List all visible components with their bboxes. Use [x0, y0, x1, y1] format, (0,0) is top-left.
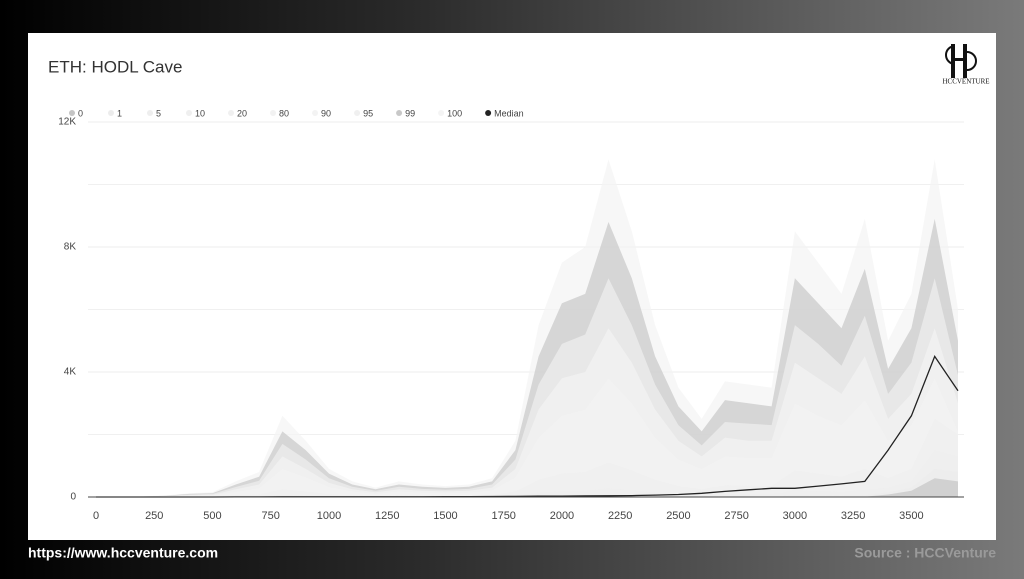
x-tick-label: 2250	[608, 510, 632, 522]
x-tick-label: 1750	[491, 510, 515, 522]
legend-marker	[396, 110, 403, 116]
legend-label: 0	[78, 108, 83, 118]
legend-marker	[228, 110, 235, 116]
y-tick-label: 8K	[64, 242, 77, 253]
legend-marker	[147, 110, 153, 116]
legend-marker	[69, 110, 75, 116]
legend-label: 5	[156, 108, 161, 118]
legend-label: Median	[494, 108, 524, 118]
legend-marker	[108, 110, 114, 116]
x-tick-label: 500	[203, 510, 221, 522]
logo-text: HCCVENTURE	[942, 78, 989, 86]
area	[96, 328, 958, 497]
x-tick-label: 1000	[317, 510, 341, 522]
y-tick-label: 4K	[64, 367, 77, 378]
legend-label: 10	[195, 108, 205, 118]
legend-label: 80	[279, 108, 289, 118]
legend-marker	[354, 110, 361, 116]
x-tick-label: 0	[93, 510, 99, 522]
footer-url: https://www.hccventure.com	[28, 545, 218, 561]
legend-label: 100	[447, 108, 462, 118]
y-tick-label: 0	[70, 492, 76, 503]
chart-title: ETH: HODL Cave	[48, 57, 182, 76]
footer-source: Source : HCCVenture	[854, 545, 996, 561]
area	[96, 378, 958, 497]
legend-marker	[485, 110, 492, 116]
legend-label: 95	[363, 108, 373, 118]
y-tick-label: 12K	[58, 117, 76, 128]
legend-label: 20	[237, 108, 247, 118]
x-tick-label: 1500	[433, 510, 457, 522]
legend-label: 90	[321, 108, 331, 118]
logo: HCCVENTURE	[942, 44, 990, 86]
x-tick-label: 3250	[841, 510, 865, 522]
x-tick-label: 2500	[666, 510, 690, 522]
x-tick-label: 250	[145, 510, 163, 522]
x-tick-label: 3000	[783, 510, 807, 522]
legend-marker	[270, 110, 277, 116]
x-tick-label: 3500	[899, 510, 923, 522]
legend-label: 1	[117, 108, 122, 118]
x-tick-label: 2000	[550, 510, 574, 522]
x-tick-label: 1250	[375, 510, 399, 522]
legend-label: 99	[405, 108, 415, 118]
x-tick-label: 750	[262, 510, 280, 522]
x-tick-label: 2750	[724, 510, 748, 522]
legend-marker	[438, 110, 445, 116]
legend-marker	[186, 110, 192, 116]
legend-marker	[312, 110, 319, 116]
area	[96, 450, 958, 497]
